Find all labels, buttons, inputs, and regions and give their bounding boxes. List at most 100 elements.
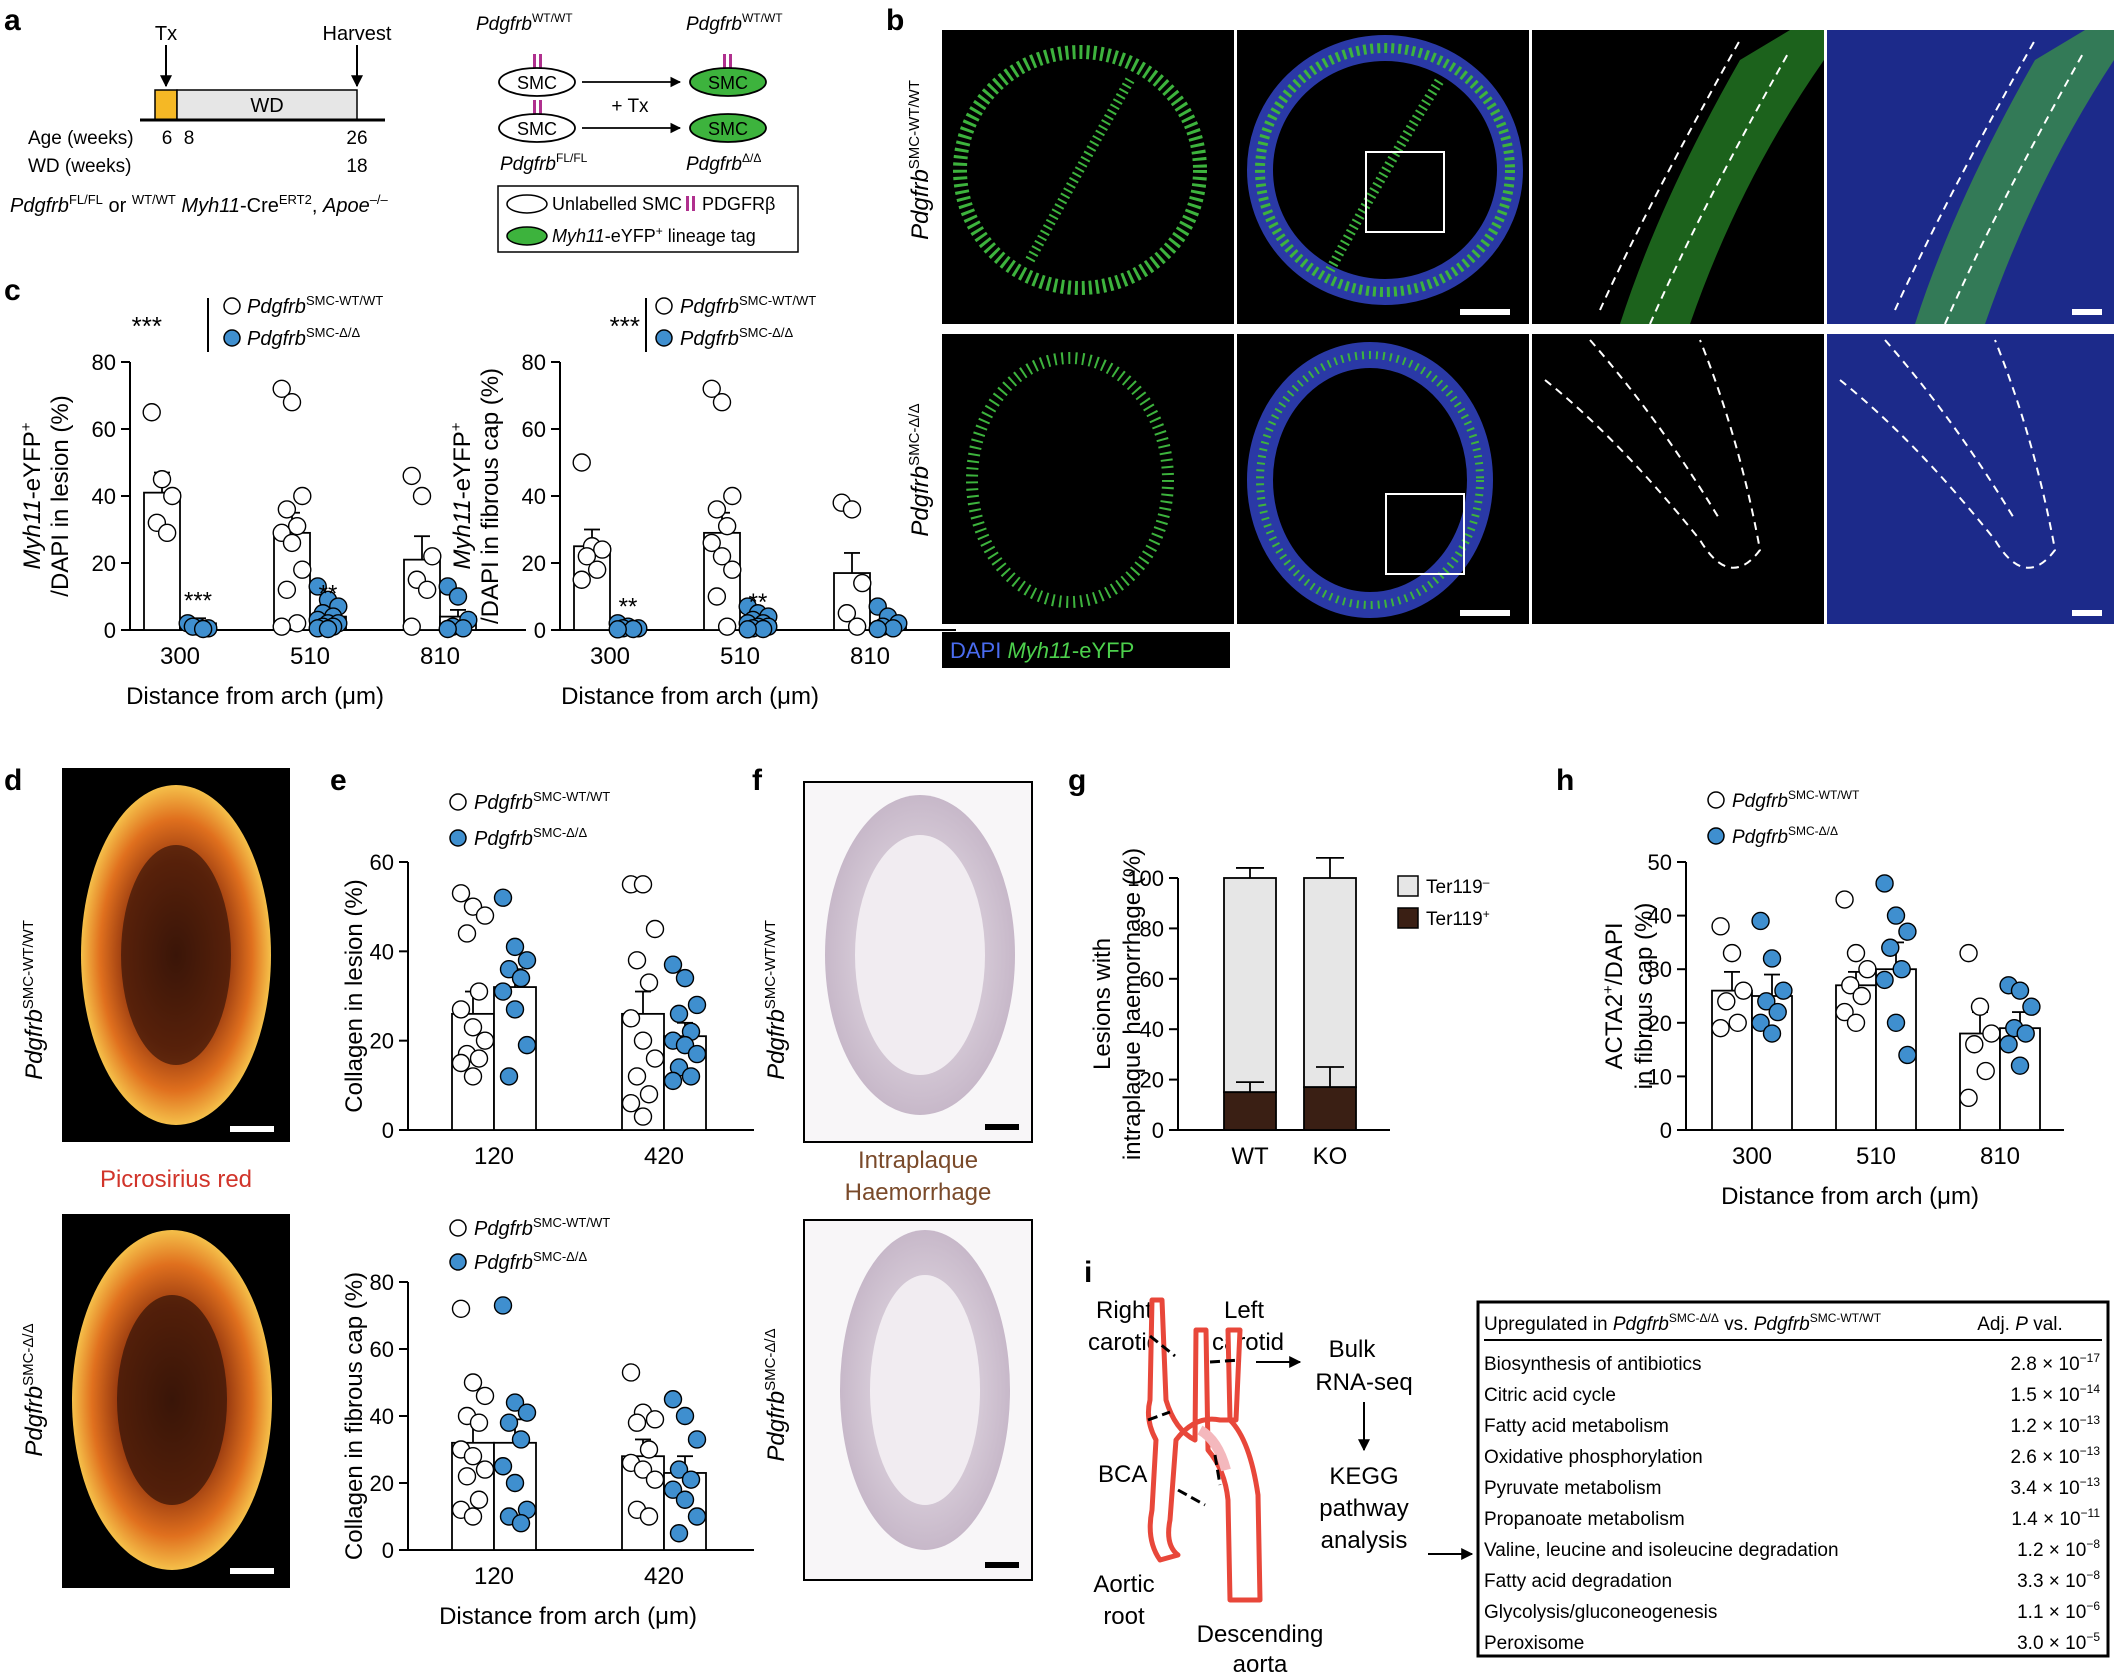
data-point — [707, 500, 727, 519]
y-tick-label: 20 — [1648, 1011, 1672, 1036]
data-point — [687, 995, 707, 1015]
data-point — [837, 604, 857, 623]
panel-label-a: a — [4, 4, 21, 37]
wd-block — [176, 89, 358, 121]
y-tick-label: 20 — [1140, 1068, 1164, 1093]
y-tick-label: 40 — [1648, 904, 1672, 929]
svg-text:PdgfrbΔ/Δ: PdgfrbΔ/Δ — [686, 151, 761, 175]
data-point — [493, 1457, 513, 1476]
panel-b-micrographs: PdgfrbSMC-WT/WT PdgfrbSMC-Δ/Δ — [906, 30, 2114, 668]
svg-text:Ter119+: Ter119+ — [1426, 907, 1490, 930]
data-point — [572, 570, 591, 589]
panel-label-d: d — [4, 764, 22, 797]
y-axis-label: Collagen in lesion (%) — [341, 879, 368, 1112]
b-ko-zoom-eyfp — [1532, 334, 1824, 624]
data-point — [681, 1067, 701, 1086]
svg-text:***: *** — [610, 311, 640, 341]
svg-text:Bulk: Bulk — [1329, 1336, 1377, 1363]
data-point — [1858, 960, 1877, 979]
table-row: Pyruvate metabolism 3.4 × 10−13 — [1484, 1475, 2100, 1499]
data-point — [1886, 906, 1906, 925]
adj-p-value: 3.0 × 10−5 — [2017, 1630, 2100, 1654]
data-point — [511, 1513, 531, 1533]
bar-ter119-pos — [1303, 1086, 1357, 1131]
pathway-name: Propanoate metabolism — [1484, 1509, 1685, 1530]
adj-p-value: 2.8 × 10−17 — [2010, 1351, 2100, 1375]
panel-a-timeline: Tx Harvest WD Age (weeks) WD (weeks) 6 8… — [10, 23, 392, 217]
data-point — [853, 573, 872, 593]
data-point — [1982, 1024, 2001, 1043]
svg-text:Myh11-eYFP+ lineage tag: Myh11-eYFP+ lineage tag — [552, 224, 756, 246]
significance-label: ** — [749, 589, 768, 616]
data-point — [1835, 890, 1854, 909]
svg-text:PdgfrbSMC-WT/WT: PdgfrbSMC-WT/WT — [474, 1215, 610, 1240]
svg-text:Ter119–: Ter119– — [1426, 875, 1490, 898]
svg-text:Aortic: Aortic — [1093, 1571, 1154, 1598]
bar — [1711, 989, 1753, 1131]
kegg-table-pval-header: Adj. P val. — [1977, 1314, 2063, 1335]
data-point — [639, 973, 659, 992]
wd-label: WD — [250, 95, 283, 117]
y-tick-label: 80 — [522, 350, 546, 375]
smc-labelled-bottom — [689, 113, 767, 143]
data-point — [675, 1406, 695, 1426]
y-tick-label: 40 — [370, 939, 394, 964]
pathway-name: Glycolysis/gluconeogenesis — [1484, 1602, 1717, 1623]
data-point — [1757, 992, 1776, 1011]
data-point — [639, 1507, 659, 1526]
svg-text:SMC: SMC — [517, 73, 557, 93]
data-point — [517, 1403, 537, 1422]
svg-text:PdgfrbSMC-WT/WT: PdgfrbSMC-WT/WT — [474, 789, 610, 814]
data-point — [1711, 917, 1730, 936]
data-point — [517, 951, 537, 970]
bar — [493, 986, 537, 1131]
svg-text:18: 18 — [346, 156, 367, 177]
data-point — [723, 560, 742, 579]
pathway-name: Valine, leucine and isoleucine degradati… — [1484, 1540, 1839, 1561]
svg-text:RNA-seq: RNA-seq — [1315, 1369, 1412, 1396]
x-tick-label: 510 — [290, 643, 330, 670]
data-point — [412, 486, 432, 506]
data-point — [621, 1093, 641, 1113]
data-point — [451, 1053, 471, 1073]
svg-text:Left: Left — [1224, 1297, 1264, 1324]
data-point — [469, 1049, 489, 1068]
adj-p-value: 1.1 × 10−6 — [2017, 1599, 2100, 1623]
data-point — [669, 1524, 689, 1543]
x-tick-label: 300 — [160, 643, 200, 670]
data-point — [608, 620, 627, 639]
x-axis-label: Distance from arch (μm) — [439, 1603, 697, 1630]
data-point — [1751, 911, 1770, 931]
data-point — [463, 1373, 483, 1392]
data-point — [587, 560, 607, 579]
data-point — [463, 1018, 483, 1037]
age-label: Age (weeks) — [28, 128, 134, 149]
f-stain-label-2: Haemorrhage — [845, 1179, 992, 1206]
y-tick-label: 60 — [1140, 967, 1164, 992]
c-legend-2: *** PdgfrbSMC-WT/WT PdgfrbSMC-Δ/Δ — [610, 293, 816, 352]
data-point — [1774, 981, 1793, 1000]
data-point — [645, 919, 665, 939]
table-row: Oxidative phosphorylation 2.6 × 10−13 — [1484, 1444, 2100, 1468]
data-point — [1976, 1061, 1995, 1081]
svg-text:PdgfrbSMC-Δ/Δ: PdgfrbSMC-Δ/Δ — [1732, 824, 1838, 848]
x-tick-label: 420 — [644, 1563, 684, 1590]
panel-f-micrographs: PdgfrbSMC-WT/WT Intraplaque Haemorrhage … — [762, 781, 1033, 1581]
panel-label-h: h — [1556, 764, 1574, 797]
data-point — [1846, 1013, 1866, 1032]
data-point — [1959, 1088, 1978, 1108]
data-point — [645, 1049, 665, 1068]
data-point — [1734, 981, 1753, 1000]
svg-text:pathway: pathway — [1319, 1495, 1408, 1522]
data-point — [1965, 1035, 1984, 1054]
data-point — [663, 1480, 683, 1499]
data-point — [163, 486, 182, 506]
y-tick-label: 40 — [370, 1404, 394, 1429]
adj-p-value: 1.4 × 10−11 — [2011, 1506, 2100, 1530]
chart-g-haemorrhage: 0 20 40 60 80 100 WT KO Lesions with intraplaque … — [1089, 848, 1390, 1170]
pathway-name: Citric acid cycle — [1484, 1385, 1616, 1406]
data-point — [402, 617, 421, 636]
data-point — [675, 968, 695, 988]
table-row: Valine, leucine and isoleucine degradati… — [1484, 1537, 2100, 1561]
panel-label-i: i — [1084, 1256, 1092, 1289]
